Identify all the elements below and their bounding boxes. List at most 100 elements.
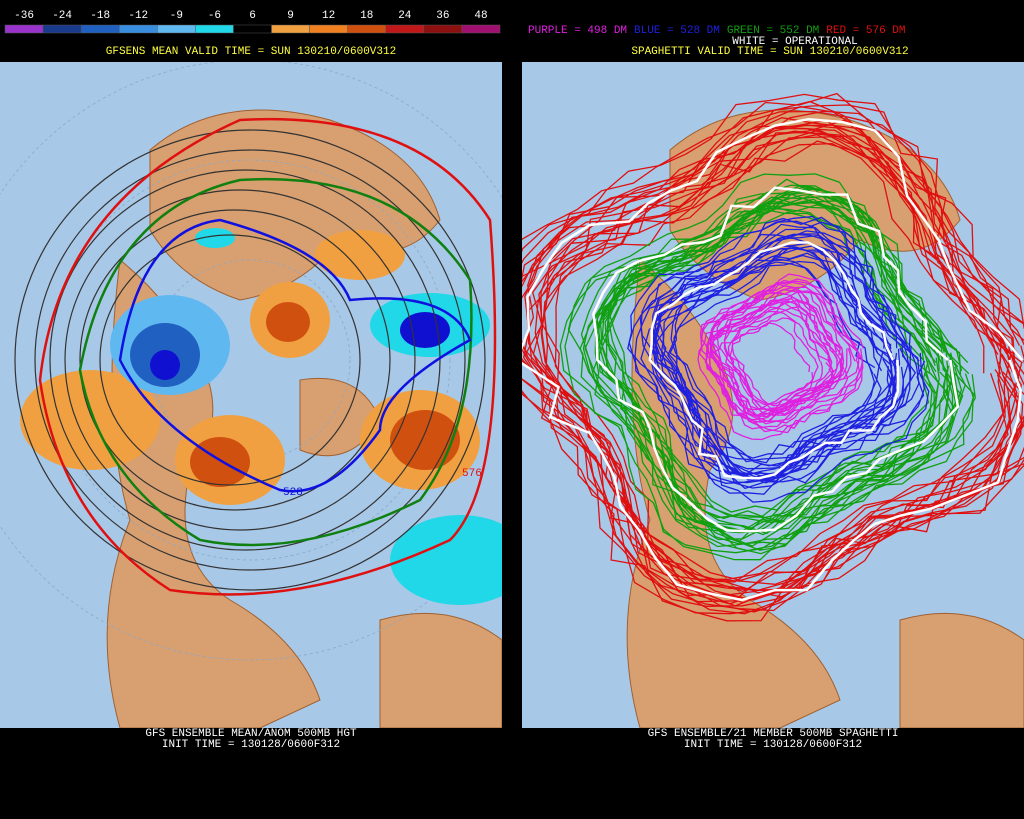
legend-entry: BLUE = 528 DM: [634, 25, 720, 37]
contour-line: [522, 106, 1020, 583]
divider: [502, 0, 522, 819]
contour-line: [709, 310, 819, 411]
contour-line: [708, 322, 814, 421]
left-title: GFSENS MEAN VALID TIME = SUN 130210/0600…: [106, 46, 396, 58]
contour-528: [118, 218, 472, 493]
land: [379, 612, 502, 728]
spaghetti-legend: PURPLE = 498 DM BLUE = 528 DM GREEN = 552 …: [528, 25, 906, 37]
color-bar-label: -18: [90, 10, 110, 22]
left-footer: GFS ENSEMBLE MEAN/ANOM 500MB HGT: [145, 728, 357, 740]
anomaly: [195, 228, 235, 248]
contour-line: [604, 195, 956, 534]
legend-entry: RED = 576 DM: [826, 25, 905, 37]
color-bar-label: 48: [474, 10, 487, 22]
contour-line: [592, 186, 960, 533]
color-bar-label: -24: [52, 10, 72, 22]
land: [899, 612, 1024, 728]
contour-line: [716, 278, 860, 413]
contour-line: [601, 198, 940, 520]
color-bar-label: -12: [128, 10, 148, 22]
anomaly: [190, 437, 250, 487]
color-swatch: [271, 24, 310, 34]
color-swatch: [461, 24, 501, 34]
contour-line: [640, 215, 912, 475]
map-label: 528: [283, 487, 303, 499]
contour-line: [594, 208, 938, 543]
contour-line: [523, 110, 1024, 613]
anomaly: [390, 515, 502, 605]
height-contours: [14, 129, 486, 591]
legend-entry: PURPLE = 498 DM: [528, 25, 627, 37]
color-bar-label: -6: [208, 10, 221, 22]
spaghetti-contours: [522, 92, 1024, 622]
contour-line: [670, 244, 898, 467]
contour-line: [648, 241, 900, 480]
contour-line: [654, 242, 897, 477]
contour-line: [522, 130, 1013, 622]
color-swatch: [4, 24, 44, 34]
contour-line: [705, 307, 836, 430]
contour-line: [705, 301, 834, 423]
contour-line: [607, 188, 969, 536]
anomaly: [400, 312, 450, 348]
color-bar-label: 24: [398, 10, 412, 22]
contour-line: [522, 110, 1024, 615]
contour-line: [606, 185, 949, 513]
color-bar-label: -9: [170, 10, 183, 22]
color-swatch: [423, 24, 463, 34]
contour-line: [522, 117, 1024, 602]
contour-line: [639, 216, 925, 490]
color-bar-label: 12: [322, 10, 335, 22]
anomaly: [390, 410, 460, 470]
color-bar-label: -36: [14, 10, 34, 22]
anomaly: [150, 350, 180, 380]
contour-576: [38, 118, 497, 596]
color-swatch: [118, 24, 158, 34]
anomaly: [315, 230, 405, 280]
contour-line: [554, 135, 1024, 591]
contour-line: [599, 191, 975, 551]
contour-line: [673, 254, 905, 478]
contour-line: [699, 283, 838, 418]
color-swatch: [385, 24, 425, 34]
contour-line: [651, 230, 926, 489]
contour-line: [607, 185, 959, 522]
color-bar-label: 6: [249, 10, 256, 22]
contour-line: [708, 273, 864, 423]
contour-line: [534, 131, 1023, 594]
contour-line: [559, 186, 956, 554]
color-swatch: [195, 24, 234, 34]
right-footer: INIT TIME = 130128/0600F312: [684, 739, 862, 751]
color-swatch: [80, 24, 120, 34]
color-bar-label: 18: [360, 10, 373, 22]
color-swatch: [42, 24, 82, 34]
left-footer: INIT TIME = 130128/0600F312: [162, 739, 340, 751]
color-bar: -36 -24 -18 -12 -9 -6 6 9 12 18 24 36 48: [4, 10, 501, 34]
right-title: SPAGHETTI VALID TIME = SUN 130210/0600V3…: [631, 46, 908, 58]
contour-line: [524, 124, 1022, 585]
contour-line: [538, 127, 1014, 582]
contour-line: [649, 247, 930, 503]
contour-line: [634, 247, 895, 495]
color-swatch: [233, 24, 272, 34]
color-swatch: [347, 24, 387, 34]
contour-line: [594, 192, 963, 547]
right-footer: GFS ENSEMBLE/21 MEMBER 500MB SPAGHETTI: [648, 728, 899, 740]
contour-line: [627, 220, 894, 477]
legend-entry: GREEN = 552 DM: [727, 25, 819, 37]
contour-line: [607, 204, 940, 524]
contour-line: [653, 223, 909, 470]
contour-552: [78, 177, 473, 547]
anomaly: [266, 302, 310, 342]
contour-line: [729, 317, 823, 406]
left-map: 528 576: [0, 62, 502, 728]
latitude-circle: [49, 159, 451, 561]
land: [149, 109, 441, 301]
color-swatch: [309, 24, 348, 34]
color-bar-label: 9: [287, 10, 294, 22]
map-label: 576: [462, 468, 482, 480]
color-swatch: [157, 24, 196, 34]
color-bar-label: 36: [436, 10, 449, 22]
contour-line: [522, 104, 1024, 607]
